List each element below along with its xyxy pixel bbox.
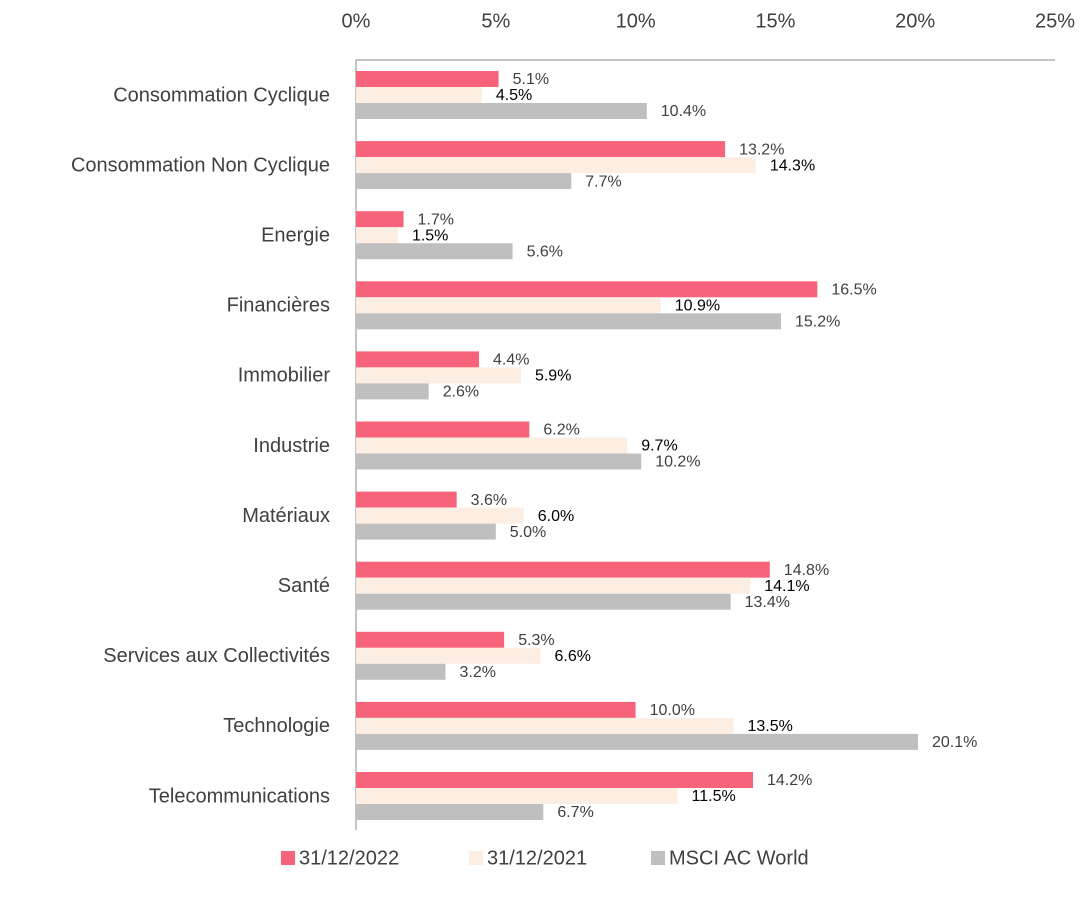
x-tick-label: 25%: [1035, 10, 1075, 32]
value-label: 5.0%: [510, 524, 546, 541]
value-label: 4.4%: [493, 352, 529, 369]
bar: [356, 663, 446, 680]
y-tick-label: Industrie: [253, 435, 330, 457]
bar: [356, 733, 918, 750]
bar: [356, 157, 756, 174]
bar: [356, 227, 398, 244]
value-label: 6.2%: [543, 422, 579, 439]
y-tick-label: Consommation Non Cyclique: [71, 154, 330, 176]
y-tick-label: Santé: [278, 575, 330, 597]
value-label: 7.7%: [585, 173, 621, 190]
bar: [356, 297, 661, 314]
value-label: 13.4%: [745, 594, 790, 611]
value-label: 5.6%: [527, 243, 563, 260]
value-label: 10.9%: [675, 298, 720, 315]
legend-label: MSCI AC World: [669, 847, 809, 869]
bar: [356, 523, 496, 540]
bar: [356, 491, 457, 508]
bar: [356, 772, 754, 788]
value-label: 3.6%: [471, 492, 507, 509]
bar: [356, 141, 726, 158]
value-label: 13.5%: [747, 718, 792, 735]
legend-swatch: [469, 851, 483, 865]
bar: [356, 647, 541, 664]
value-label: 10.4%: [661, 103, 706, 120]
x-tick-label: 0%: [342, 10, 371, 32]
y-tick-label: Technologie: [223, 715, 330, 737]
y-tick-label: Immobilier: [238, 365, 331, 387]
value-label: 5.1%: [513, 71, 549, 88]
bar: [356, 87, 482, 103]
bar: [356, 71, 499, 87]
x-tick-label: 20%: [895, 10, 935, 32]
bar: [356, 631, 505, 648]
bar: [356, 103, 647, 119]
bar: [356, 577, 751, 594]
value-label: 13.2%: [739, 141, 784, 158]
bar: [356, 437, 628, 454]
bar: [356, 173, 572, 190]
bar: [356, 453, 642, 470]
legend-swatch: [281, 851, 295, 865]
y-tick-label: Consommation Cyclique: [113, 84, 330, 106]
value-label: 14.1%: [764, 578, 809, 595]
value-label: 15.2%: [795, 314, 840, 331]
x-tick-label: 15%: [755, 10, 795, 32]
bar: [356, 701, 636, 718]
value-label: 11.5%: [692, 788, 736, 805]
value-label: 14.2%: [767, 772, 812, 789]
legend-label: 31/12/2022: [299, 847, 399, 869]
bar: [356, 788, 678, 804]
y-tick-label: Financières: [227, 295, 330, 317]
y-tick-label: Telecommunications: [149, 785, 330, 807]
bar: [356, 281, 818, 298]
value-label: 16.5%: [831, 282, 876, 299]
value-label: 6.7%: [557, 804, 593, 821]
bar: [356, 383, 429, 400]
x-tick-label: 10%: [616, 10, 656, 32]
bar: [356, 243, 513, 260]
bar: [356, 593, 731, 610]
value-label: 20.1%: [932, 734, 977, 751]
value-label: 6.0%: [538, 508, 574, 525]
legend-swatch: [651, 851, 665, 865]
value-label: 6.6%: [555, 648, 591, 665]
y-tick-label: Matériaux: [242, 505, 330, 527]
value-label: 14.8%: [784, 562, 829, 579]
value-label: 3.2%: [459, 664, 495, 681]
value-label: 5.3%: [518, 632, 554, 649]
y-tick-label: Energie: [261, 224, 330, 246]
value-label: 10.0%: [650, 702, 695, 719]
value-label: 4.5%: [496, 87, 532, 104]
bar: [356, 561, 770, 578]
value-label: 5.9%: [535, 368, 571, 385]
value-label: 1.7%: [418, 211, 454, 228]
legend-label: 31/12/2021: [487, 847, 587, 869]
bar: [356, 211, 404, 228]
bar: [356, 717, 734, 734]
bar: [356, 367, 521, 384]
bar: [356, 313, 781, 330]
bar: [356, 804, 544, 820]
value-label: 1.5%: [412, 227, 448, 244]
value-label: 10.2%: [655, 454, 700, 471]
value-label: 14.3%: [770, 157, 815, 174]
value-label: 2.6%: [443, 384, 479, 401]
bar: [356, 351, 480, 368]
bar: [356, 507, 524, 524]
value-label: 9.7%: [641, 438, 677, 455]
bar: [356, 421, 530, 438]
y-tick-label: Services aux Collectivités: [103, 645, 330, 667]
x-tick-label: 5%: [481, 10, 510, 32]
